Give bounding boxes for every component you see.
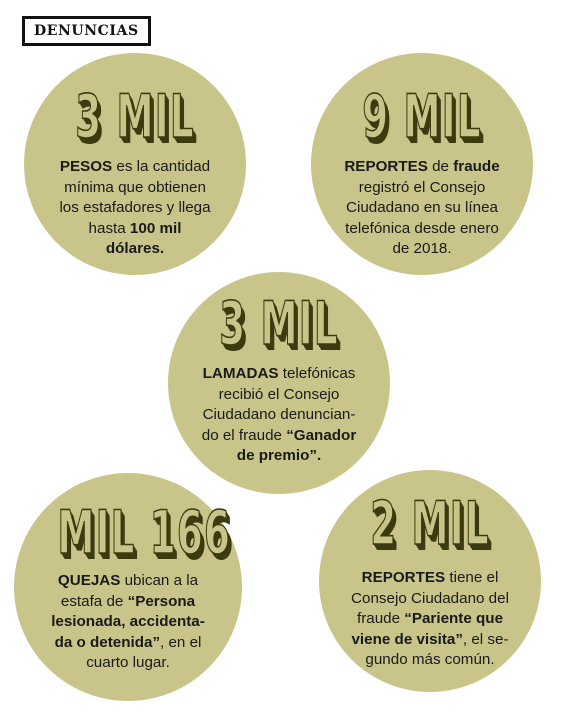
plain-text: de 2018. xyxy=(392,240,452,257)
plain-text: , en el xyxy=(160,633,202,651)
description-line: mínima que obtienen xyxy=(24,178,246,199)
plain-text: Consejo Ciudadano del xyxy=(351,589,509,607)
description-line: de premio”. xyxy=(168,446,390,467)
plain-text: hasta xyxy=(88,219,130,237)
bold-text: de premio”. xyxy=(236,447,322,464)
stat-description: REPORTES de fraude registró el Consejo Ciu… xyxy=(311,157,533,260)
bold-text: “Persona xyxy=(127,592,196,610)
bold-text: lesionada, accidenta- xyxy=(51,613,205,630)
bold-text: REPORTES xyxy=(344,158,428,175)
plain-text: Ciudadano en su línea xyxy=(346,199,498,216)
bold-text: “Pariente que xyxy=(404,610,504,627)
stat-number: 3 MIL xyxy=(75,82,195,152)
bold-text: fraude xyxy=(453,158,500,175)
description-line: Consejo Ciudadano del xyxy=(319,589,541,610)
plain-text: telefónicas xyxy=(278,365,356,382)
bold-text: PESOS xyxy=(59,158,113,175)
plain-text: estafa de xyxy=(60,592,128,610)
description-line: viene de visita”, el se- xyxy=(319,630,541,651)
description-line: hasta 100 mil xyxy=(24,219,246,240)
plain-text: telefónica desde enero xyxy=(345,219,499,237)
plain-text: los estafadores y llega xyxy=(59,199,211,216)
stat-description: PESOS es la cantidad mínima que obtienen l… xyxy=(24,157,246,260)
plain-text: de xyxy=(427,158,454,175)
description-line: Ciudadano en su línea xyxy=(311,198,533,219)
stat-circle-pariente: 2 MIL REPORTES tiene el Consejo Ciudadano… xyxy=(319,470,541,692)
description-line: PESOS es la cantidad xyxy=(24,157,246,178)
description-line: REPORTES de fraude xyxy=(311,157,533,178)
description-line: do el fraude “Ganador xyxy=(168,426,390,447)
bold-text: viene de visita” xyxy=(351,630,463,648)
stat-description: REPORTES tiene el Consejo Ciudadano del fr… xyxy=(319,568,541,671)
plain-text: registró el Consejo xyxy=(358,178,486,196)
description-line: fraude “Pariente que xyxy=(319,609,541,630)
description-line: telefónica desde enero xyxy=(311,219,533,240)
plain-text: tiene el xyxy=(445,569,499,586)
plain-text: es la cantidad xyxy=(112,158,211,175)
plain-text: recibió el Consejo xyxy=(218,385,340,403)
plain-text: fraude xyxy=(356,610,405,627)
plain-text: do el fraude xyxy=(201,426,287,444)
plain-text: ubican a la xyxy=(120,572,199,589)
stat-number: 2 MIL xyxy=(370,489,490,559)
description-line: estafa de “Persona xyxy=(14,592,242,613)
description-line: registró el Consejo xyxy=(311,178,533,199)
plain-text: cuarto lugar. xyxy=(86,654,170,671)
stat-description: LAMADAS telefónicas recibió el Consejo Ciu… xyxy=(168,364,390,467)
description-line: REPORTES tiene el xyxy=(319,568,541,589)
bold-text: QUEJAS xyxy=(57,572,121,589)
bold-text: “Ganador xyxy=(286,426,357,444)
stat-circle-llamadas: 3 MIL LAMADAS telefónicas recibió el Cons… xyxy=(168,272,390,494)
plain-text: Ciudadano denuncian- xyxy=(202,406,356,423)
stat-number: 9 MIL xyxy=(362,82,482,152)
description-line: LAMADAS telefónicas xyxy=(168,364,390,385)
stat-number: MIL 166 xyxy=(57,498,232,568)
description-line: cuarto lugar. xyxy=(14,653,242,674)
plain-text: gundo más común. xyxy=(365,651,495,668)
description-line: recibió el Consejo xyxy=(168,385,390,406)
section-title-label: DENUNCIAS xyxy=(22,16,151,46)
description-line: gundo más común. xyxy=(319,650,541,671)
stat-circle-pesos: 3 MIL PESOS es la cantidad mínima que obt… xyxy=(24,53,246,275)
plain-text: mínima que obtienen xyxy=(64,178,206,196)
bold-text: REPORTES xyxy=(361,569,446,586)
description-line: QUEJAS ubican a la xyxy=(14,571,242,592)
plain-text: , el se- xyxy=(462,630,509,648)
stat-description: QUEJAS ubican a la estafa de “Persona lesi… xyxy=(14,571,242,674)
description-line: los estafadores y llega xyxy=(24,198,246,219)
description-line: lesionada, accidenta- xyxy=(14,612,242,633)
bold-text: da o detenida” xyxy=(54,633,161,651)
stat-number: 3 MIL xyxy=(219,289,339,359)
description-line: de 2018. xyxy=(311,239,533,260)
bold-text: 100 mil xyxy=(129,219,182,237)
description-line: Ciudadano denuncian- xyxy=(168,405,390,426)
stat-circle-reportes-fraude: 9 MIL REPORTES de fraude registró el Cons… xyxy=(311,53,533,275)
description-line: da o detenida”, en el xyxy=(14,633,242,654)
bold-text: LAMADAS xyxy=(202,365,279,382)
stat-circle-quejas: MIL 166 QUEJAS ubican a la estafa de “Per… xyxy=(14,473,242,701)
description-line: dólares. xyxy=(24,239,246,260)
bold-text: dólares. xyxy=(105,240,165,257)
